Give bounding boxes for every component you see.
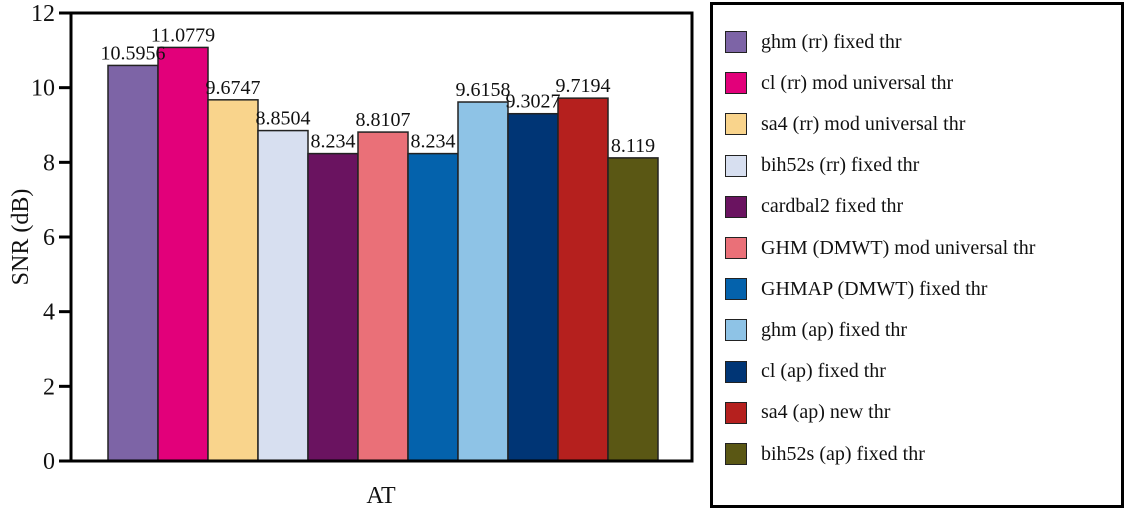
data-label: 9.6158 (456, 79, 511, 101)
data-label: 8.8504 (256, 108, 311, 130)
y-tick-label: 10 (31, 76, 55, 102)
legend: ghm (rr) fixed thr cl (rr) mod universal … (710, 2, 1124, 508)
x-axis-label: AT (366, 483, 396, 509)
legend-label: sa4 (rr) mod universal thr (761, 112, 966, 135)
legend-swatch (725, 195, 747, 218)
bar (607, 157, 659, 462)
legend-label: cl (rr) mod universal thr (761, 71, 954, 94)
legend-item: cardbal2 fixed thr (725, 194, 903, 220)
bar (457, 101, 509, 462)
bar (307, 152, 359, 462)
data-label: 8.234 (311, 131, 356, 153)
legend-item: bih52s (ap) fixed thr (725, 441, 925, 467)
y-tick-label: 6 (43, 225, 55, 251)
legend-item: ghm (ap) fixed thr (725, 317, 907, 343)
legend-label: ghm (rr) fixed thr (761, 30, 902, 53)
legend-swatch (725, 31, 747, 53)
bar (207, 99, 259, 462)
legend-label: GHM (DMWT) mod universal thr (761, 236, 1036, 259)
legend-item: bih52s (rr) fixed thr (725, 153, 919, 179)
y-tick-label: 4 (43, 300, 55, 326)
legend-swatch (725, 72, 747, 95)
legend-item: GHMAP (DMWT) fixed thr (725, 276, 987, 302)
data-label: 9.7194 (556, 75, 611, 97)
legend-swatch (725, 401, 747, 424)
bar (157, 46, 209, 462)
y-tick-label: 8 (43, 150, 55, 176)
y-axis-label: SNR (dB) (8, 189, 34, 286)
legend-swatch (725, 360, 747, 383)
data-label: 10.5956 (101, 42, 166, 64)
data-label: 11.0779 (151, 24, 215, 46)
legend-item: ghm (rr) fixed thr (725, 29, 902, 55)
legend-swatch (725, 154, 747, 177)
bar (507, 112, 559, 462)
legend-label: cl (ap) fixed thr (761, 360, 886, 383)
y-tick-label: 2 (43, 374, 55, 400)
bar (407, 152, 459, 462)
legend-item: cl (rr) mod universal thr (725, 70, 953, 96)
legend-swatch (725, 113, 747, 136)
legend-item: sa4 (rr) mod universal thr (725, 111, 965, 137)
legend-item: cl (ap) fixed thr (725, 359, 886, 385)
legend-swatch (725, 443, 747, 465)
y-tick-label: 0 (43, 449, 55, 475)
plot-area: 10.595611.07799.67478.85048.2348.81078.2… (8, 1, 694, 509)
legend-label: ghm (ap) fixed thr (761, 318, 908, 341)
bar (357, 131, 409, 462)
legend-label: GHMAP (DMWT) fixed thr (761, 277, 988, 300)
data-label: 8.119 (611, 135, 655, 157)
data-label: 8.234 (411, 131, 456, 153)
bar (557, 97, 609, 462)
legend-label: bih52s (ap) fixed thr (761, 442, 925, 465)
legend-label: sa4 (ap) new thr (761, 401, 891, 424)
data-label: 8.8107 (356, 109, 411, 131)
legend-swatch (725, 319, 747, 342)
y-tick-label: 12 (31, 1, 55, 27)
data-label: 9.6747 (206, 77, 261, 99)
legend-label: bih52s (rr) fixed thr (761, 154, 920, 177)
data-label: 9.3027 (506, 91, 561, 113)
legend-label: cardbal2 fixed thr (761, 195, 904, 218)
legend-swatch (725, 278, 747, 301)
legend-item: sa4 (ap) new thr (725, 400, 890, 426)
bar (257, 129, 309, 462)
legend-swatch (725, 237, 747, 259)
legend-item: GHM (DMWT) mod universal thr (725, 235, 1035, 261)
bar (107, 64, 159, 462)
